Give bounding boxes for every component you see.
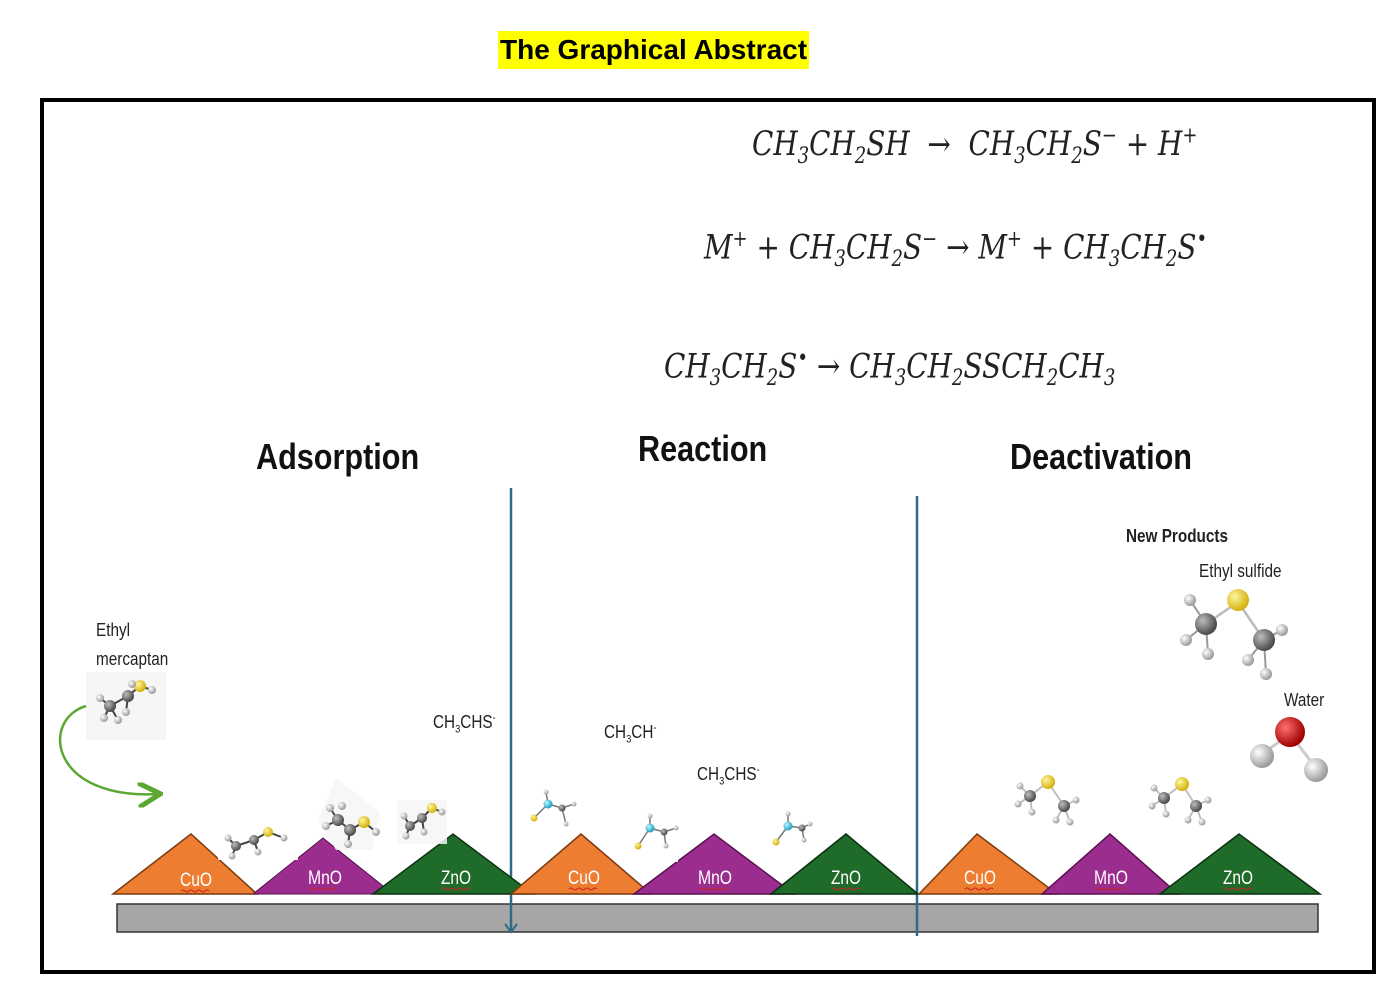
zno-triangle-1 bbox=[370, 833, 536, 895]
stage-reaction: Reaction bbox=[638, 428, 768, 469]
label-water: Water bbox=[1284, 690, 1325, 710]
water-molecule bbox=[1250, 717, 1328, 782]
equation-3: CH3CH2S• → CH3CH2SSCH2CH3 bbox=[664, 346, 1116, 392]
adsorption-arrow bbox=[58, 704, 158, 794]
oxide-label-zno-1: ZnO bbox=[441, 868, 471, 889]
graphical-abstract-title: The Graphical Abstract bbox=[498, 31, 810, 69]
zno-triangle-3 bbox=[1157, 833, 1323, 895]
mno-triangle-1 bbox=[251, 837, 395, 895]
oxide-label-zno-2: ZnO bbox=[831, 868, 861, 889]
oxide-label-mno-3: MnO bbox=[1094, 868, 1128, 889]
sulfide-molecule-small-1 bbox=[1014, 775, 1080, 826]
label-new-products: New Products bbox=[1126, 526, 1229, 546]
reaction-fragment-3 bbox=[772, 811, 813, 846]
support-bar bbox=[116, 903, 1319, 933]
adsorbed-molecule-zno bbox=[397, 800, 447, 844]
oxide-label-cuo-1: CuO bbox=[180, 870, 212, 891]
reaction-fragment-1 bbox=[530, 789, 577, 827]
zno-triangle-2 bbox=[768, 833, 921, 895]
label-mercaptan: mercaptan bbox=[96, 649, 169, 669]
adsorbed-molecule-cuo bbox=[218, 822, 298, 860]
sulfide-molecule-small-2 bbox=[1148, 777, 1212, 826]
stage-adsorption: Adsorption bbox=[256, 436, 420, 477]
mno-triangle-2 bbox=[631, 833, 797, 895]
label-ethyl-sulfide: Ethyl sulfide bbox=[1199, 561, 1282, 581]
oxide-label-cuo-2: CuO bbox=[568, 868, 600, 889]
cuo-triangle-3 bbox=[917, 833, 1060, 895]
ethyl-mercaptan-molecule bbox=[86, 672, 166, 740]
cuo-triangle-1 bbox=[110, 833, 259, 895]
oxide-label-mno-1: MnO bbox=[308, 868, 342, 889]
equation-1: CH3CH2SH → CH3CH2S− + H+ bbox=[752, 124, 1198, 170]
adsorbed-molecule-mno bbox=[318, 778, 380, 850]
reaction-fragment-2 bbox=[632, 810, 679, 862]
label-intermediate-reaction-1: CH3CH- bbox=[604, 722, 657, 746]
stage-deactivation: Deactivation bbox=[1010, 436, 1192, 477]
oxide-label-cuo-3: CuO bbox=[964, 868, 996, 889]
label-intermediate-adsorption: CH3CHS- bbox=[433, 712, 496, 736]
cuo-triangle-2 bbox=[508, 833, 654, 895]
oxide-label-mno-2: MnO bbox=[698, 868, 732, 889]
mno-triangle-3 bbox=[1040, 832, 1180, 895]
ethyl-sulfide-molecule bbox=[1180, 589, 1288, 680]
label-ethyl: Ethyl bbox=[96, 620, 131, 640]
oxide-label-zno-3: ZnO bbox=[1223, 868, 1253, 889]
equation-2: M+ + CH3CH2S− → M+ + CH3CH2S• bbox=[704, 227, 1208, 273]
label-intermediate-reaction-2: CH3CHS- bbox=[697, 764, 760, 788]
